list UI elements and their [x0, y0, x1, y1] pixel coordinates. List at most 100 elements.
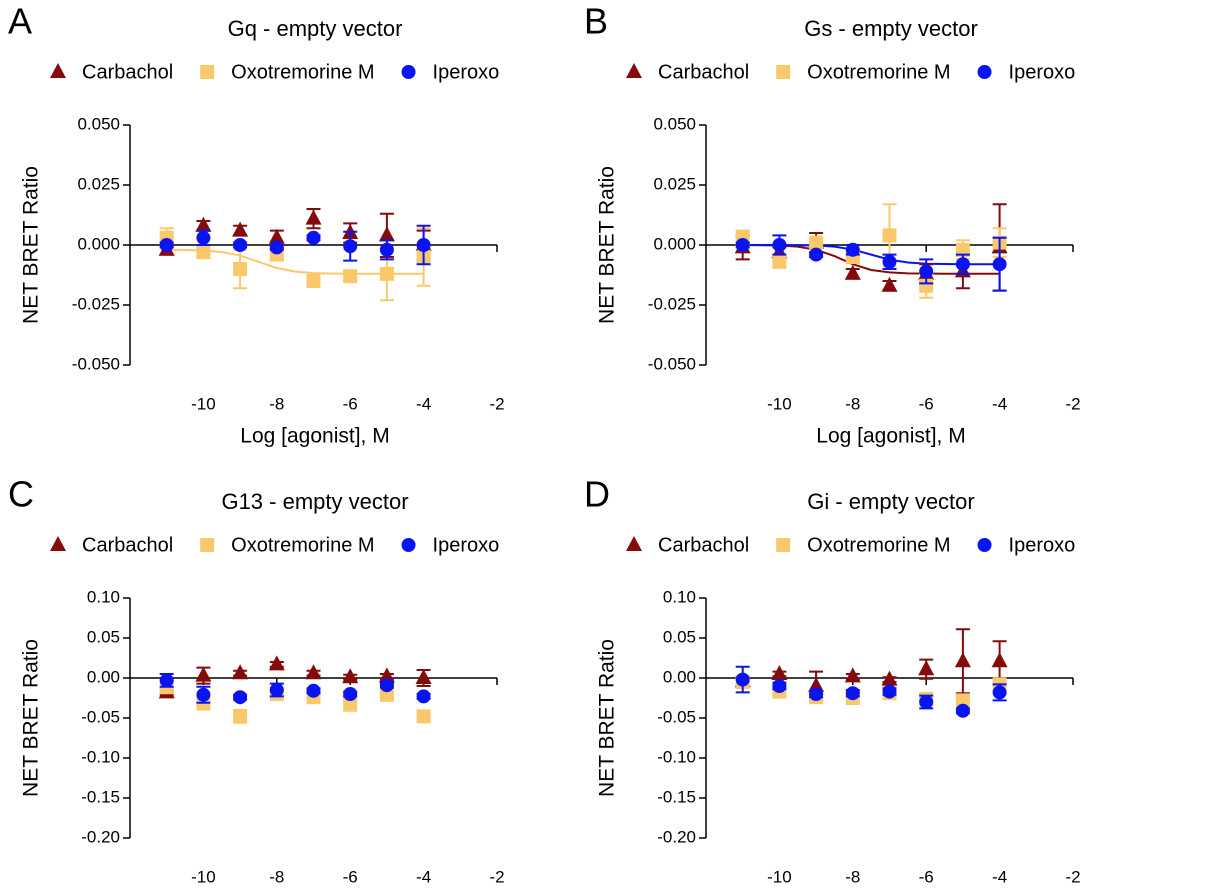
y-tick-label: 0.00 [87, 667, 120, 686]
marker-circle [269, 240, 284, 255]
legend-label: Carbachol [658, 61, 749, 83]
marker-square [955, 693, 970, 708]
x-tick-label: -8 [845, 394, 860, 413]
legend-marker [200, 538, 215, 552]
x-tick-label: -2 [1065, 394, 1080, 413]
marker-triangle [378, 226, 395, 242]
marker-circle [772, 238, 787, 252]
x-tick-label: -10 [767, 867, 792, 886]
panel-label: B [584, 1, 608, 42]
legend-marker [776, 65, 791, 79]
marker-triangle [268, 655, 285, 671]
marker-circle [416, 238, 431, 252]
y-tick-label: 0.05 [663, 627, 696, 646]
marker-square [772, 254, 787, 269]
legend-label: Iperoxo [1009, 61, 1076, 83]
legend-label: Iperoxo [433, 534, 500, 556]
x-tick-label: -10 [191, 394, 216, 413]
marker-circle [343, 687, 358, 701]
y-tick-label: 0.025 [653, 174, 696, 193]
marker-circle [845, 242, 860, 257]
marker-circle [159, 673, 174, 688]
x-tick-label: -6 [343, 394, 358, 413]
legend-label: Oxotremorine M [231, 534, 374, 556]
marker-triangle [844, 264, 861, 280]
legend-marker [626, 63, 642, 78]
marker-circle [772, 679, 787, 693]
y-tick-label: 0.050 [77, 114, 120, 133]
legend-label: Iperoxo [433, 61, 500, 83]
marker-square [809, 235, 824, 250]
panel: B Gs - empty vector Carbachol Oxotremorine … [584, 1, 1081, 448]
x-tick-label: -6 [343, 867, 358, 886]
marker-square [233, 709, 248, 724]
marker-square [919, 278, 934, 293]
legend-label: Carbachol [658, 534, 749, 556]
marker-triangle [232, 221, 249, 237]
x-tick-label: -4 [416, 394, 431, 413]
marker-circle [919, 264, 934, 279]
y-axis-label: NET BRET Ratio [596, 166, 619, 324]
x-tick-label: -10 [767, 394, 792, 413]
marker-circle [919, 695, 934, 709]
legend-label: Oxotremorine M [231, 61, 374, 83]
marker-square [955, 242, 970, 257]
y-tick-label: -0.10 [657, 747, 696, 766]
marker-triangle [195, 216, 212, 232]
chart-title: Gq - empty vector [228, 16, 403, 41]
marker-triangle [918, 660, 935, 676]
x-tick-label: -6 [919, 394, 934, 413]
marker-circle [233, 690, 248, 705]
marker-circle [233, 238, 248, 252]
marker-square [233, 262, 248, 276]
legend-label: Iperoxo [1009, 534, 1076, 556]
legend-marker [200, 65, 215, 79]
x-tick-label: -4 [992, 394, 1007, 413]
marker-circle [343, 239, 358, 254]
legend-marker [50, 536, 66, 551]
y-tick-label: 0.000 [653, 234, 696, 253]
y-tick-label: 0.10 [87, 587, 120, 606]
marker-triangle [268, 228, 285, 244]
marker-triangle [305, 209, 322, 225]
marker-triangle [808, 677, 825, 692]
y-tick-label: -0.15 [81, 787, 120, 806]
marker-circle [306, 230, 321, 245]
marker-circle [955, 257, 970, 272]
marker-circle [196, 230, 211, 245]
marker-triangle [881, 670, 898, 686]
marker-triangle [232, 664, 249, 680]
y-axis-label: NET BRET Ratio [596, 639, 619, 797]
marker-circle [379, 678, 394, 693]
x-tick-label: -2 [489, 867, 504, 886]
marker-triangle [881, 276, 898, 292]
marker-circle [269, 683, 284, 697]
legend-label: Carbachol [82, 534, 173, 556]
chart-title: G13 - empty vector [221, 489, 408, 514]
y-axis-label: NET BRET Ratio [20, 639, 43, 797]
x-tick-label: -8 [269, 867, 284, 886]
marker-circle [306, 683, 321, 698]
y-tick-label: -0.050 [648, 354, 696, 373]
y-tick-label: -0.05 [81, 707, 120, 726]
marker-square [379, 687, 394, 702]
marker-circle [196, 687, 211, 702]
y-tick-label: -0.20 [657, 827, 696, 846]
x-tick-label: -6 [919, 867, 934, 886]
marker-circle [955, 703, 970, 718]
marker-square [379, 266, 394, 281]
legend-marker [626, 536, 642, 551]
x-tick-label: -4 [992, 867, 1007, 886]
marker-square [306, 274, 321, 288]
legend-label: Carbachol [82, 61, 173, 83]
marker-triangle [378, 667, 395, 683]
legend-marker [401, 65, 416, 79]
y-tick-label: -0.050 [72, 354, 120, 373]
marker-circle [159, 238, 174, 252]
legend-marker [50, 63, 66, 78]
marker-triangle [844, 667, 861, 683]
y-tick-label: 0.050 [653, 114, 696, 133]
marker-circle [882, 684, 897, 699]
panel-label: A [8, 1, 32, 42]
